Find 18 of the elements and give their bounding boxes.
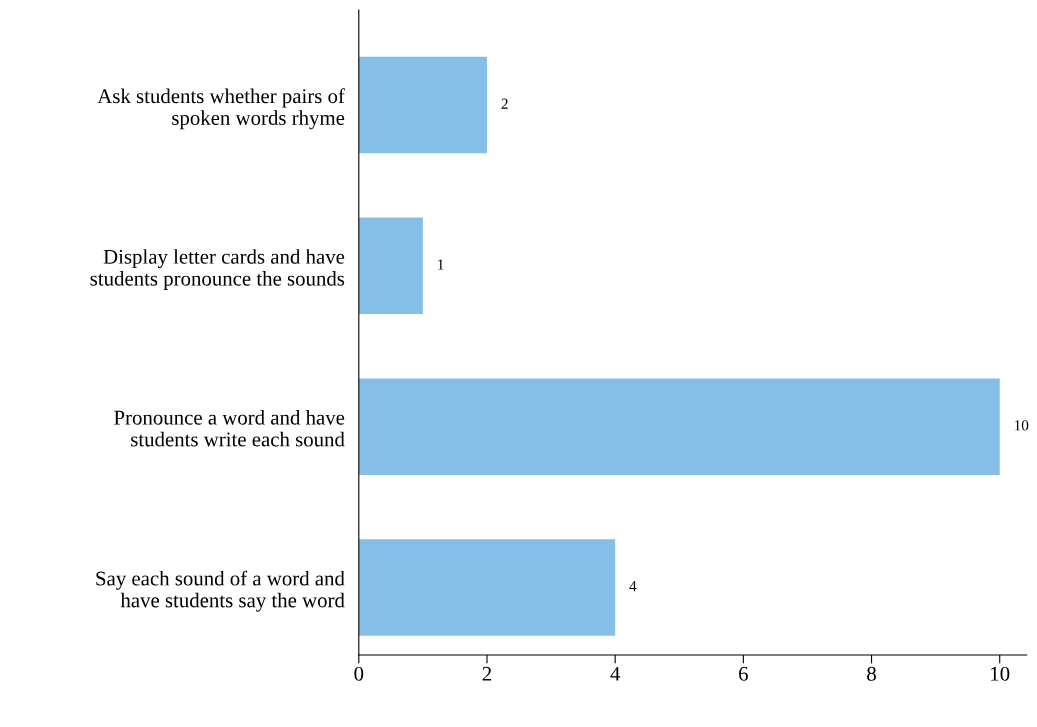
y-tick-label: Pronounce a word and have students write each sound	[114, 410, 345, 447]
data-label: 2	[501, 98, 508, 109]
x-tick-label: 0	[354, 666, 364, 681]
x-tick-label: 4	[610, 666, 621, 681]
data-label: 1	[438, 259, 444, 270]
x-tick-label: 8	[867, 666, 876, 681]
y-tick-label: Say each sound of a word and have students say the word	[96, 570, 345, 612]
bar	[358, 217, 423, 315]
y-tick-label: Ask students whether pairs of spoken words rhyme	[97, 88, 345, 130]
bar	[358, 539, 616, 636]
x-tick-label: 6	[739, 666, 748, 681]
data-label: 10	[1014, 420, 1029, 431]
data-label: 4	[629, 581, 637, 592]
x-tick-label: 2	[482, 666, 492, 681]
y-tick-label: Display letter cards and have students pronounce the sounds	[90, 249, 345, 290]
x-tick-label: 10	[991, 666, 1010, 681]
bar	[358, 378, 1000, 475]
bar	[358, 56, 487, 154]
